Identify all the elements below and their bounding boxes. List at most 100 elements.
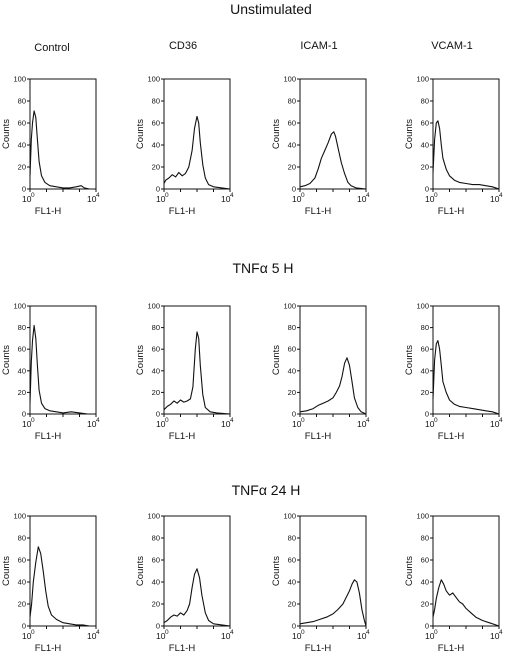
y-tick-label: 100 [147,302,160,311]
y-tick-label: 80 [421,534,429,543]
x-tick-label-exponent: 4 [499,629,503,636]
y-tick-label: 20 [288,600,296,609]
y-axis-label: Counts [271,119,282,149]
x-axis-label: FL1-H [305,206,332,217]
y-tick-label: 100 [147,75,160,84]
x-tick-label-exponent: 0 [434,629,438,636]
y-tick-label: 100 [283,512,296,521]
x-tick-label-exponent: 4 [499,192,503,199]
y-axis-label: Counts [1,119,12,149]
x-tick-label-base: 10 [490,631,500,641]
histogram-line-cd36 [163,568,231,627]
plot-frame [299,78,367,190]
x-tick-label-base: 10 [156,631,166,641]
x-tick-label-exponent: 0 [434,192,438,199]
plot-frame [432,305,500,415]
x-tick-label-base: 10 [425,194,435,204]
y-tick-label: 0 [425,185,429,194]
x-tick-label-base: 10 [156,194,166,204]
x-axis-label: FL1-H [169,431,196,442]
histogram-line-icam-1 [299,131,367,190]
y-tick-label: 40 [288,578,296,587]
x-axis-label: FL1-H [438,643,465,654]
histogram-line-vcam-1 [432,120,500,190]
x-axis-label: FL1-H [169,643,196,654]
y-tick-label: 100 [416,75,429,84]
y-tick-label: 80 [288,97,296,106]
y-tick-label: 60 [152,119,160,128]
y-tick-label: 0 [292,185,296,194]
y-tick-label: 40 [18,578,26,587]
y-tick-label: 40 [18,366,26,375]
y-tick-label: 0 [156,185,160,194]
y-tick-label: 0 [425,410,429,419]
y-tick-label: 0 [156,410,160,419]
x-tick-label-base: 10 [425,631,435,641]
row-title: TNFα 5 H [233,260,294,276]
x-tick-label-exponent: 4 [96,417,100,424]
y-axis-label: Counts [135,345,146,375]
x-tick-label-exponent: 4 [96,192,100,199]
x-tick-label-base: 10 [292,419,302,429]
x-axis-label: FL1-H [438,431,465,442]
x-tick-label-base: 10 [156,419,166,429]
x-tick-label-base: 10 [357,419,367,429]
x-tick-label-base: 10 [22,419,32,429]
y-tick-label: 100 [283,302,296,311]
histogram-line-icam-1 [299,357,367,415]
histogram-line-cd36 [163,331,231,415]
y-tick-label: 80 [152,534,160,543]
y-tick-label: 20 [421,600,429,609]
y-tick-label: 60 [152,556,160,565]
y-tick-label: 20 [152,600,160,609]
y-axis-label: Counts [404,556,415,586]
y-tick-label: 20 [152,163,160,172]
x-tick-label-exponent: 0 [31,629,35,636]
y-tick-label: 40 [152,366,160,375]
y-axis-label: Counts [1,345,12,375]
x-tick-label-exponent: 4 [366,629,370,636]
y-tick-label: 20 [288,163,296,172]
x-tick-label-base: 10 [87,419,97,429]
x-tick-label-base: 10 [22,631,32,641]
y-tick-label: 80 [152,323,160,332]
y-tick-label: 100 [147,512,160,521]
y-tick-label: 40 [288,366,296,375]
x-tick-label-base: 10 [22,194,32,204]
x-tick-label-base: 10 [425,419,435,429]
x-tick-label-base: 10 [292,631,302,641]
x-tick-label-base: 10 [87,194,97,204]
plot-frame [163,515,231,627]
x-axis-label: FL1-H [438,206,465,217]
y-tick-label: 40 [288,141,296,150]
x-tick-label-exponent: 4 [230,192,234,199]
x-tick-label-exponent: 0 [31,417,35,424]
y-axis-label: Counts [135,119,146,149]
y-axis-label: Counts [271,345,282,375]
x-tick-label-exponent: 4 [366,417,370,424]
plot-frame [163,78,231,190]
y-tick-label: 60 [18,345,26,354]
x-axis-label: FL1-H [35,206,62,217]
x-tick-label-exponent: 0 [165,417,169,424]
y-tick-label: 40 [18,141,26,150]
y-tick-label: 40 [421,366,429,375]
x-axis-label: FL1-H [35,431,62,442]
y-tick-label: 0 [292,410,296,419]
y-tick-label: 100 [13,302,26,311]
y-tick-label: 0 [292,622,296,631]
y-tick-label: 100 [283,75,296,84]
y-tick-label: 80 [18,323,26,332]
x-tick-label-exponent: 4 [366,192,370,199]
